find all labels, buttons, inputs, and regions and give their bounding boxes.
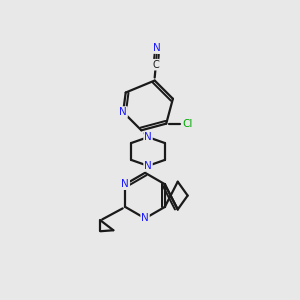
- Text: N: N: [144, 161, 152, 171]
- Text: N: N: [153, 43, 160, 53]
- Text: N: N: [141, 213, 149, 224]
- Text: Cl: Cl: [183, 118, 193, 129]
- Text: N: N: [144, 132, 152, 142]
- Text: N: N: [122, 179, 129, 189]
- Text: N: N: [119, 107, 127, 117]
- Text: C: C: [152, 60, 159, 70]
